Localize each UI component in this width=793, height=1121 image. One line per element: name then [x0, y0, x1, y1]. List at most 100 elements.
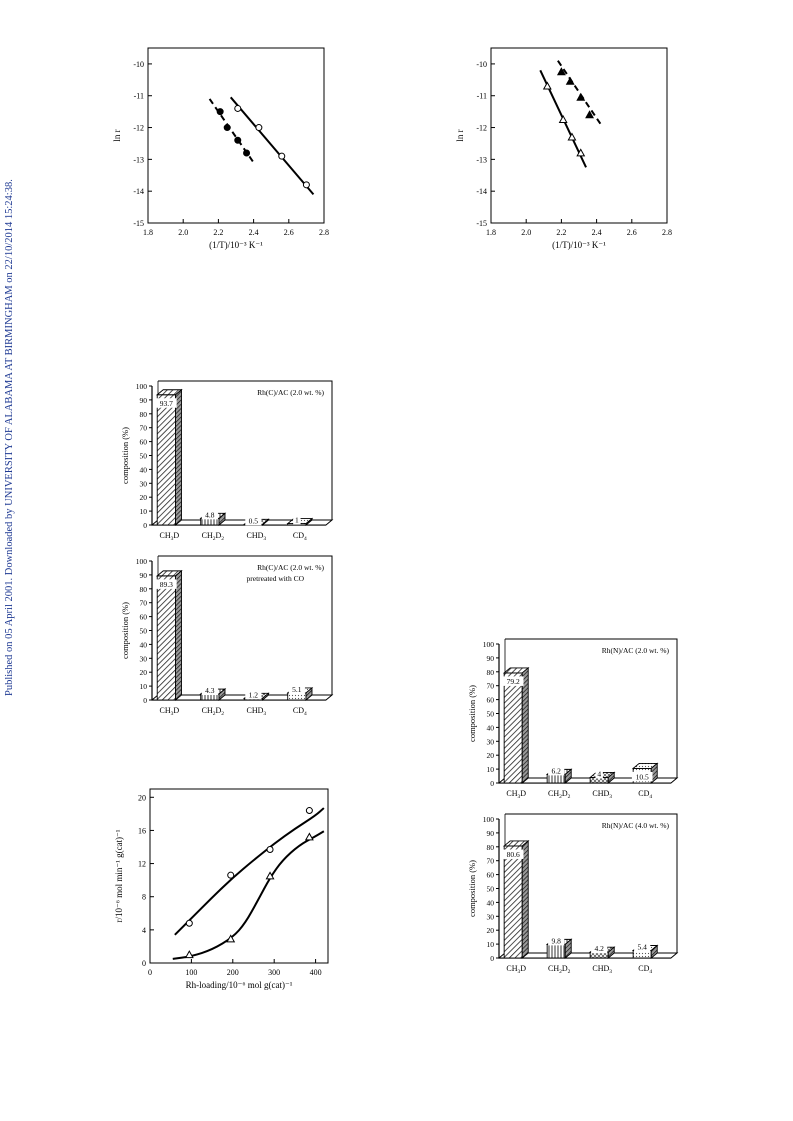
bar-side — [564, 938, 572, 959]
bar-value-background — [156, 398, 177, 408]
bar-front — [632, 950, 652, 959]
plot-frame — [490, 47, 668, 224]
bar-front — [546, 943, 566, 959]
y-tick-label: -15 — [476, 219, 487, 228]
plot-frame — [147, 47, 325, 224]
y-tick-label: 90 — [487, 829, 495, 838]
y-tick-label: 4 — [142, 926, 146, 935]
bar-side — [175, 569, 182, 701]
y-tick-label: 100 — [136, 557, 148, 566]
x-tick-label: 1.8 — [143, 228, 153, 237]
y-tick-label: 100 — [483, 815, 495, 824]
y-tick-label: 8 — [142, 893, 146, 902]
bar-side — [218, 688, 226, 701]
bar-value-background — [591, 943, 608, 954]
x-tick-label: 2.2 — [556, 228, 566, 237]
y-tick-label: 0 — [490, 779, 494, 788]
y-tick-label: 20 — [140, 668, 148, 677]
data-point-circle — [305, 807, 313, 815]
bar-side — [262, 692, 269, 701]
y-tick-label: 12 — [138, 860, 146, 869]
bar-value-background — [201, 685, 218, 696]
x-tick-label: 2.6 — [627, 228, 637, 237]
bar-value-label: 1.2 — [249, 690, 259, 699]
x-tick-label: 0 — [148, 968, 152, 977]
x-tick-label: 2.4 — [249, 228, 259, 237]
bar-side — [175, 388, 182, 526]
chart-annotation: Rh(C)/AC (2.0 wt. %) — [257, 388, 324, 397]
bar-front — [200, 517, 220, 526]
bar-side — [607, 771, 615, 784]
y-tick-label: 60 — [487, 696, 495, 705]
y-tick-label: 10 — [487, 940, 495, 949]
bar-value-background — [502, 849, 524, 859]
y-axis-label: composition (%) — [120, 602, 130, 659]
x-tick-label: 400 — [310, 968, 322, 977]
data-point-circle — [278, 152, 286, 160]
bar-value-background — [502, 676, 524, 686]
y-tick-label: -13 — [133, 155, 144, 164]
y-axis-label: composition (%) — [467, 860, 477, 917]
y-tick-label: 80 — [487, 843, 495, 852]
bar-side — [305, 517, 313, 526]
data-point-triangle — [304, 832, 314, 841]
y-tick-label: 16 — [138, 826, 146, 835]
y-axis-label: composition (%) — [120, 427, 130, 484]
y-tick-label: 70 — [140, 424, 148, 433]
bar-side — [564, 768, 572, 784]
data-point-circle — [185, 919, 193, 927]
y-tick-label: -10 — [133, 60, 144, 69]
bar-side — [218, 512, 226, 526]
x-tick-label: 2.8 — [319, 228, 329, 237]
y-tick-label: 70 — [140, 599, 148, 608]
y-tick-label: 60 — [140, 438, 148, 447]
y-tick-label: -12 — [133, 124, 144, 133]
x-category-label: CH2D2 — [548, 964, 571, 975]
bar-value-background — [548, 935, 565, 946]
bar-value-background — [288, 684, 305, 694]
x-category-label: CH2D2 — [202, 531, 225, 542]
bar-side — [262, 518, 269, 526]
y-tick-label: 50 — [140, 627, 148, 636]
y-tick-label: 20 — [487, 926, 495, 935]
bar-value-background — [245, 689, 262, 700]
data-point-circle — [216, 108, 224, 116]
bar-value-label: 5.4 — [638, 942, 648, 951]
y-tick-label: 90 — [140, 571, 148, 580]
bar-side — [305, 686, 313, 701]
back-frame — [158, 555, 333, 695]
bar-value-label: 93.7 — [160, 399, 173, 408]
fit-line-series-0 — [557, 60, 603, 127]
bar-value-label: 1 — [295, 516, 299, 525]
x-category-label: CH2D2 — [202, 706, 225, 717]
y-tick-label: 90 — [140, 396, 148, 405]
data-point-triangle — [576, 92, 586, 101]
y-tick-label: 10 — [487, 765, 495, 774]
bar-value-background — [156, 579, 177, 589]
bar-value-label: 4 — [597, 769, 601, 778]
bar-value-label: 4.2 — [595, 944, 605, 953]
back-frame — [158, 380, 333, 520]
arrhenius-chart-left: 1.8 2.0 2.2 2.4 2.6 2.8 -10 -11 -12 -13 -14 -15 (1/T… — [112, 47, 329, 250]
y-tick-label: 70 — [487, 682, 495, 691]
bar-value-background — [595, 768, 603, 779]
y-tick-label: 20 — [138, 793, 146, 802]
bar-value-label: 9.8 — [552, 936, 562, 945]
x-category-label: CHD3 — [592, 789, 612, 800]
y-tick-label: 40 — [487, 898, 495, 907]
data-point-circle — [302, 181, 310, 189]
y-tick-label: 30 — [487, 912, 495, 921]
data-point-triangle — [565, 76, 575, 85]
y-tick-label: 0 — [490, 954, 494, 963]
chart-annotation: Rh(N)/AC (2.0 wt. %) — [602, 646, 670, 655]
x-axis-label: (1/T)/10⁻³ K⁻¹ — [209, 240, 263, 250]
data-point-circle — [234, 104, 242, 112]
y-tick-label: -11 — [134, 92, 144, 101]
bar-front — [503, 672, 523, 784]
y-tick-label: -14 — [133, 187, 144, 196]
y-tick-label: 60 — [487, 871, 495, 880]
bar-value-background — [201, 509, 218, 520]
y-tick-label: -14 — [476, 187, 487, 196]
x-category-label: CD4 — [638, 964, 652, 975]
x-tick-label: 2.0 — [521, 228, 531, 237]
